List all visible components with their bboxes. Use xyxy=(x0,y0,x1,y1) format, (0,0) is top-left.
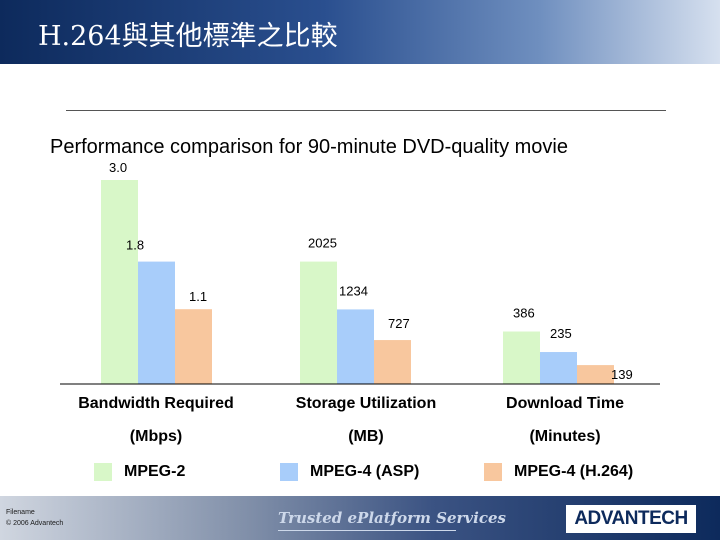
bar-bandwidth-mpeg2 xyxy=(101,180,138,384)
chart-title: Performance comparison for 90-minute DVD… xyxy=(50,136,568,158)
data-label-download-h264: 139 xyxy=(611,367,633,382)
bar-bandwidth-mpeg4-asp xyxy=(138,261,175,384)
bar-storage-mpeg4-asp xyxy=(337,309,374,384)
unit-label-download: (Minutes) xyxy=(529,428,601,445)
data-label-storage-mpeg4-asp: 1234 xyxy=(339,283,368,298)
legend-item-mpeg2: MPEG-2 xyxy=(94,462,185,482)
data-label-storage-mpeg2: 2025 xyxy=(308,236,337,251)
legend-swatch-h264 xyxy=(484,463,502,481)
advantech-logo: ADVANTECH xyxy=(566,505,696,533)
legend-label-mpeg4-asp: MPEG-4 (ASP) xyxy=(310,463,420,480)
unit-label-bandwidth: (Mbps) xyxy=(129,428,183,445)
title-divider xyxy=(66,110,666,111)
bar-download-mpeg4-asp xyxy=(540,352,577,384)
logo-text: ADVANTECH xyxy=(574,508,688,529)
footer-meta: Filename © 2006 Advantech xyxy=(6,507,63,529)
footer-slogan-underline xyxy=(278,530,456,531)
legend-label-mpeg2: MPEG-2 xyxy=(124,463,186,480)
data-label-bandwidth-h264: 1.1 xyxy=(189,289,207,304)
legend-swatch-mpeg2 xyxy=(94,463,112,481)
bar-download-mpeg2 xyxy=(503,331,540,384)
data-label-download-mpeg4-asp: 235 xyxy=(550,326,572,341)
bar-download-h264 xyxy=(577,365,614,384)
data-label-bandwidth-mpeg4-asp: 1.8 xyxy=(126,238,144,253)
unit-label-storage: (MB) xyxy=(348,428,384,445)
bar-storage-mpeg2 xyxy=(300,261,337,384)
group-label-bandwidth: Bandwidth Required xyxy=(78,395,234,412)
group-label-download: Download Time xyxy=(506,395,624,412)
legend-item-h264: MPEG-4 (H.264) xyxy=(484,462,633,482)
footer-slogan: Trusted ePlatform Services xyxy=(278,509,506,527)
footer-copyright: © 2006 Advantech xyxy=(6,520,64,527)
bar-bandwidth-h264 xyxy=(175,309,212,384)
legend-label-h264: MPEG-4 (H.264) xyxy=(514,463,634,480)
data-label-storage-h264: 727 xyxy=(388,316,410,331)
header-band xyxy=(0,0,720,64)
legend-item-mpeg4-asp: MPEG-4 (ASP) xyxy=(280,462,419,482)
slide-title: H.264與其他標準之比較 xyxy=(38,21,338,52)
legend-swatch-mpeg4-asp xyxy=(280,463,298,481)
data-label-download-mpeg2: 386 xyxy=(513,306,535,321)
group-label-storage: Storage Utilization xyxy=(295,395,437,412)
footer-filename: Filename xyxy=(6,509,35,516)
data-label-bandwidth-mpeg2: 3.0 xyxy=(109,160,127,175)
bar-storage-h264 xyxy=(374,340,411,384)
